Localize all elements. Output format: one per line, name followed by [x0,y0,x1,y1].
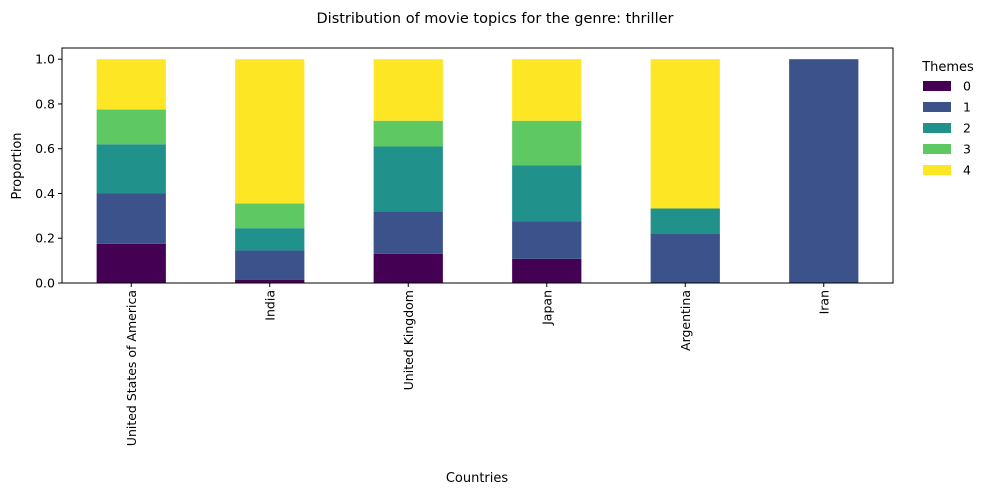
bar-segment [650,233,720,283]
bar-segment [96,109,166,145]
bar-segment [373,253,443,283]
legend-label: 3 [963,142,971,157]
x-tick-label: Japan [539,290,554,326]
bar-segment [235,279,305,283]
bar-segment [512,59,582,121]
x-tick-label: United States of America [124,290,139,446]
bar-segment [96,144,166,194]
y-tick-label: 1.0 [35,52,55,67]
legend-swatch [923,165,951,175]
y-tick-label: 0.4 [35,186,55,201]
legend-swatch [923,144,951,154]
x-axis-label: Countries [446,471,509,486]
chart-title: Distribution of movie topics for the gen… [317,11,674,27]
bar-segment [512,165,582,222]
bars-group [96,59,859,283]
bar-segment [235,228,305,251]
legend-label: 1 [963,100,971,115]
bar-segment [650,208,720,234]
bar-segment [373,120,443,147]
bar-segment [512,258,582,283]
legend-label: 2 [963,121,971,136]
bar-segment [373,146,443,212]
bar-segment [512,120,582,166]
bar-segment [235,250,305,280]
bar-segment [96,59,166,110]
y-tick-label: 0.2 [35,231,55,246]
bar-segment [512,221,582,259]
x-tick-label: United Kingdom [401,290,416,390]
y-tick-label: 0.6 [35,141,55,156]
bar-segment [373,59,443,121]
x-tick-label: Argentina [678,290,693,351]
x-tick-label: India [262,290,277,321]
legend-label: 0 [963,79,971,94]
y-axis: 0.0 0.2 0.4 0.6 0.8 1.0 [35,52,62,291]
x-axis: United States of America India United King… [124,283,831,446]
legend: Themes 0 1 2 3 4 [921,60,974,178]
bar-segment [235,59,305,204]
y-tick-label: 0.8 [35,96,55,111]
legend-label: 4 [963,163,971,178]
legend-title: Themes [921,60,974,75]
bar-segment [96,243,166,283]
legend-swatch [923,81,951,91]
legend-swatch [923,102,951,112]
bar-segment [373,211,443,254]
y-tick-label: 0.0 [35,276,55,291]
x-tick-label: Iran [816,290,831,314]
bar-segment [650,59,720,209]
y-axis-label: Proportion [10,132,25,199]
legend-swatch [923,123,951,133]
bar-segment [789,59,859,283]
bar-segment [96,193,166,244]
bar-segment [235,203,305,229]
plot-frame [61,47,894,284]
